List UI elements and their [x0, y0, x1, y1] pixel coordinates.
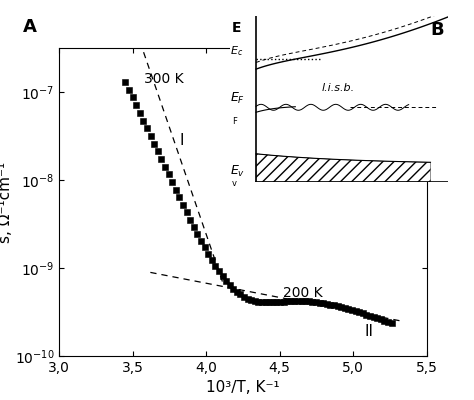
Text: II: II [365, 324, 374, 339]
Text: 300 K: 300 K [145, 72, 184, 86]
X-axis label: 10³/T, K⁻¹: 10³/T, K⁻¹ [206, 380, 280, 396]
Text: 200 K: 200 K [283, 286, 322, 300]
Text: B: B [430, 21, 444, 39]
Text: A: A [22, 18, 36, 36]
Text: I: I [180, 133, 184, 148]
Text: l.i.s.b.: l.i.s.b. [321, 83, 355, 93]
Text: $E_v$: $E_v$ [230, 164, 245, 179]
Text: E: E [232, 21, 242, 35]
Text: v: v [232, 179, 237, 188]
Text: F: F [232, 117, 237, 126]
Y-axis label: s, Ω⁻¹cm⁻¹: s, Ω⁻¹cm⁻¹ [0, 162, 13, 242]
Text: $E_c$: $E_c$ [230, 44, 243, 58]
Text: $E_F$: $E_F$ [230, 91, 245, 106]
